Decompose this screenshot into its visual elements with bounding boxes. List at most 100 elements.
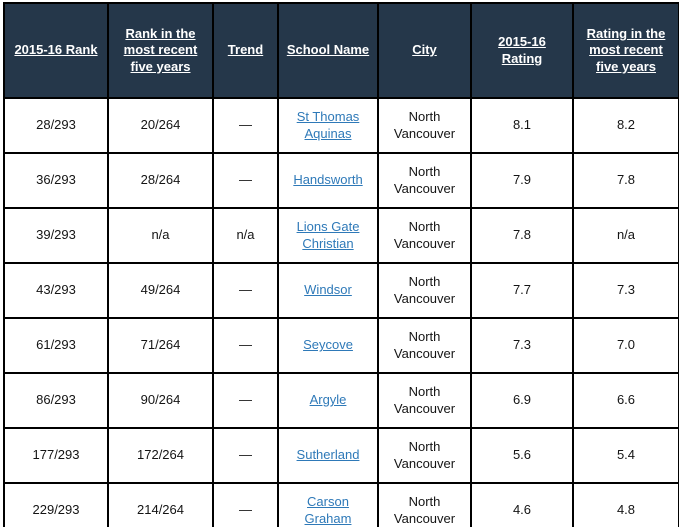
- rating-recent-five-value: 6.6: [616, 392, 636, 408]
- table-row: 177/293 172/264 — Sutherland North Vancouver…: [3, 427, 679, 484]
- city-cell: North Vancouver: [377, 372, 472, 429]
- rating-2015-16-value: 5.6: [512, 447, 532, 463]
- school-name-cell: Handsworth: [277, 152, 379, 209]
- rank-recent-five-value: n/a: [151, 227, 170, 243]
- rank-recent-five-value: 90/264: [140, 392, 181, 408]
- rank-recent-five-value: 28/264: [140, 172, 181, 188]
- school-name-link[interactable]: Lions Gate Christian: [296, 219, 360, 251]
- rank-2015-16-value: 61/293: [36, 337, 76, 353]
- city-value: North Vancouver: [393, 274, 456, 306]
- column-header-label: Rating in the most recent five years: [586, 26, 666, 74]
- column-header-label: City: [412, 42, 437, 58]
- rating-2015-16-value: 8.1: [512, 117, 532, 133]
- city-value: North Vancouver: [393, 329, 456, 361]
- rating-recent-five-cell: 8.2: [572, 97, 679, 154]
- rating-recent-five-cell: n/a: [572, 207, 679, 264]
- rank-2015-16-value: 177/293: [32, 447, 80, 463]
- city-cell: North Vancouver: [377, 482, 472, 527]
- city-value: North Vancouver: [393, 384, 456, 416]
- rating-2015-16-cell: 5.6: [470, 427, 574, 484]
- rank-recent-five-value: 172/264: [137, 447, 184, 463]
- column-header-label: Trend: [227, 42, 264, 58]
- header-row: 2015-16 Rank Rank in the most recent fiv…: [3, 2, 679, 99]
- rating-recent-five-value: 7.3: [616, 282, 636, 298]
- rank-recent-five-cell: 214/264: [107, 482, 214, 527]
- column-header-rating-recent-five[interactable]: Rating in the most recent five years: [572, 2, 679, 99]
- school-name-cell: Carson Graham: [277, 482, 379, 527]
- rank-2015-16-cell: 28/293: [3, 97, 109, 154]
- rating-2015-16-cell: 7.7: [470, 262, 574, 319]
- rank-2015-16-value: 36/293: [36, 172, 76, 188]
- city-value: North Vancouver: [393, 164, 456, 196]
- school-name-link[interactable]: St Thomas Aquinas: [296, 109, 360, 141]
- rating-recent-five-value: 7.8: [616, 172, 636, 188]
- school-rankings-table: 2015-16 Rank Rank in the most recent fiv…: [3, 2, 679, 527]
- table-body: 28/293 20/264 — St Thomas Aquinas North Vanc…: [3, 97, 679, 527]
- school-name-cell: Argyle: [277, 372, 379, 429]
- rating-2015-16-cell: 7.3: [470, 317, 574, 374]
- school-name-link[interactable]: Carson Graham: [304, 494, 352, 526]
- school-name-link[interactable]: Sutherland: [296, 447, 360, 463]
- city-cell: North Vancouver: [377, 152, 472, 209]
- trend-cell: —: [212, 262, 279, 319]
- column-header-city[interactable]: City: [377, 2, 472, 99]
- rating-recent-five-cell: 7.0: [572, 317, 679, 374]
- column-header-school-name[interactable]: School Name: [277, 2, 379, 99]
- rating-recent-five-value: 7.0: [616, 337, 636, 353]
- rank-recent-five-cell: 20/264: [107, 97, 214, 154]
- trend-value: —: [239, 117, 252, 133]
- city-cell: North Vancouver: [377, 207, 472, 264]
- trend-value: —: [239, 502, 252, 518]
- table-row: 229/293 214/264 — Carson Graham North Vancou…: [3, 482, 679, 527]
- city-value: North Vancouver: [393, 219, 456, 251]
- school-name-cell: St Thomas Aquinas: [277, 97, 379, 154]
- column-header-label: 2015-16 Rating: [498, 34, 546, 66]
- rank-recent-five-cell: 71/264: [107, 317, 214, 374]
- table-row: 61/293 71/264 — Seycove North Vancouver 7.3 7.…: [3, 317, 679, 374]
- school-name-link[interactable]: Handsworth: [293, 172, 363, 188]
- rank-2015-16-cell: 43/293: [3, 262, 109, 319]
- city-cell: North Vancouver: [377, 97, 472, 154]
- column-header-rank-recent-five[interactable]: Rank in the most recent five years: [107, 2, 214, 99]
- rank-recent-five-cell: 172/264: [107, 427, 214, 484]
- rating-recent-five-value: 4.8: [616, 502, 636, 518]
- table-row: 28/293 20/264 — St Thomas Aquinas North Vanc…: [3, 97, 679, 154]
- rank-recent-five-cell: 28/264: [107, 152, 214, 209]
- rank-2015-16-cell: 61/293: [3, 317, 109, 374]
- school-name-cell: Lions Gate Christian: [277, 207, 379, 264]
- rating-2015-16-cell: 7.8: [470, 207, 574, 264]
- rank-2015-16-cell: 86/293: [3, 372, 109, 429]
- rating-recent-five-cell: 4.8: [572, 482, 679, 527]
- column-header-trend[interactable]: Trend: [212, 2, 279, 99]
- city-value: North Vancouver: [393, 494, 456, 526]
- trend-cell: —: [212, 97, 279, 154]
- trend-value: —: [239, 337, 252, 353]
- rank-2015-16-cell: 229/293: [3, 482, 109, 527]
- trend-cell: —: [212, 372, 279, 429]
- rating-recent-five-cell: 6.6: [572, 372, 679, 429]
- rank-2015-16-value: 28/293: [36, 117, 76, 133]
- rank-recent-five-cell: 49/264: [107, 262, 214, 319]
- rank-recent-five-value: 20/264: [140, 117, 181, 133]
- column-header-label: School Name: [286, 42, 370, 58]
- trend-value: —: [239, 172, 252, 188]
- trend-value: —: [239, 392, 252, 408]
- school-name-link[interactable]: Windsor: [304, 282, 352, 298]
- trend-cell: —: [212, 152, 279, 209]
- school-name-link[interactable]: Seycove: [303, 337, 353, 353]
- table-row: 43/293 49/264 — Windsor North Vancouver 7.7 7.…: [3, 262, 679, 319]
- column-header-rating-2015-16[interactable]: 2015-16 Rating: [470, 2, 574, 99]
- rating-2015-16-cell: 6.9: [470, 372, 574, 429]
- table-row: 36/293 28/264 — Handsworth North Vancouver 7.…: [3, 152, 679, 209]
- city-cell: North Vancouver: [377, 262, 472, 319]
- rating-recent-five-value: 5.4: [616, 447, 636, 463]
- school-name-cell: Sutherland: [277, 427, 379, 484]
- rank-recent-five-value: 71/264: [140, 337, 181, 353]
- rating-2015-16-value: 7.3: [512, 337, 532, 353]
- rating-2015-16-cell: 7.9: [470, 152, 574, 209]
- trend-cell: —: [212, 317, 279, 374]
- school-name-link[interactable]: Argyle: [309, 392, 347, 408]
- column-header-rank-2015-16[interactable]: 2015-16 Rank: [3, 2, 109, 99]
- column-header-label: Rank in the most recent five years: [123, 26, 198, 74]
- rank-2015-16-value: 43/293: [36, 282, 76, 298]
